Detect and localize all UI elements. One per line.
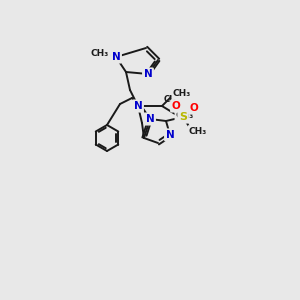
Text: CH₃: CH₃ [91,50,109,58]
Text: CH: CH [164,95,177,104]
Text: N: N [112,52,120,62]
Text: O: O [172,101,180,111]
Text: S: S [179,112,187,122]
Text: N: N [144,69,152,79]
Text: N: N [166,130,174,140]
Text: N: N [146,114,154,124]
Text: CH₃: CH₃ [176,110,194,119]
Text: CH₃: CH₃ [173,89,191,98]
Text: O: O [190,103,198,113]
Text: CH₃: CH₃ [189,127,207,136]
Text: N: N [134,101,142,111]
